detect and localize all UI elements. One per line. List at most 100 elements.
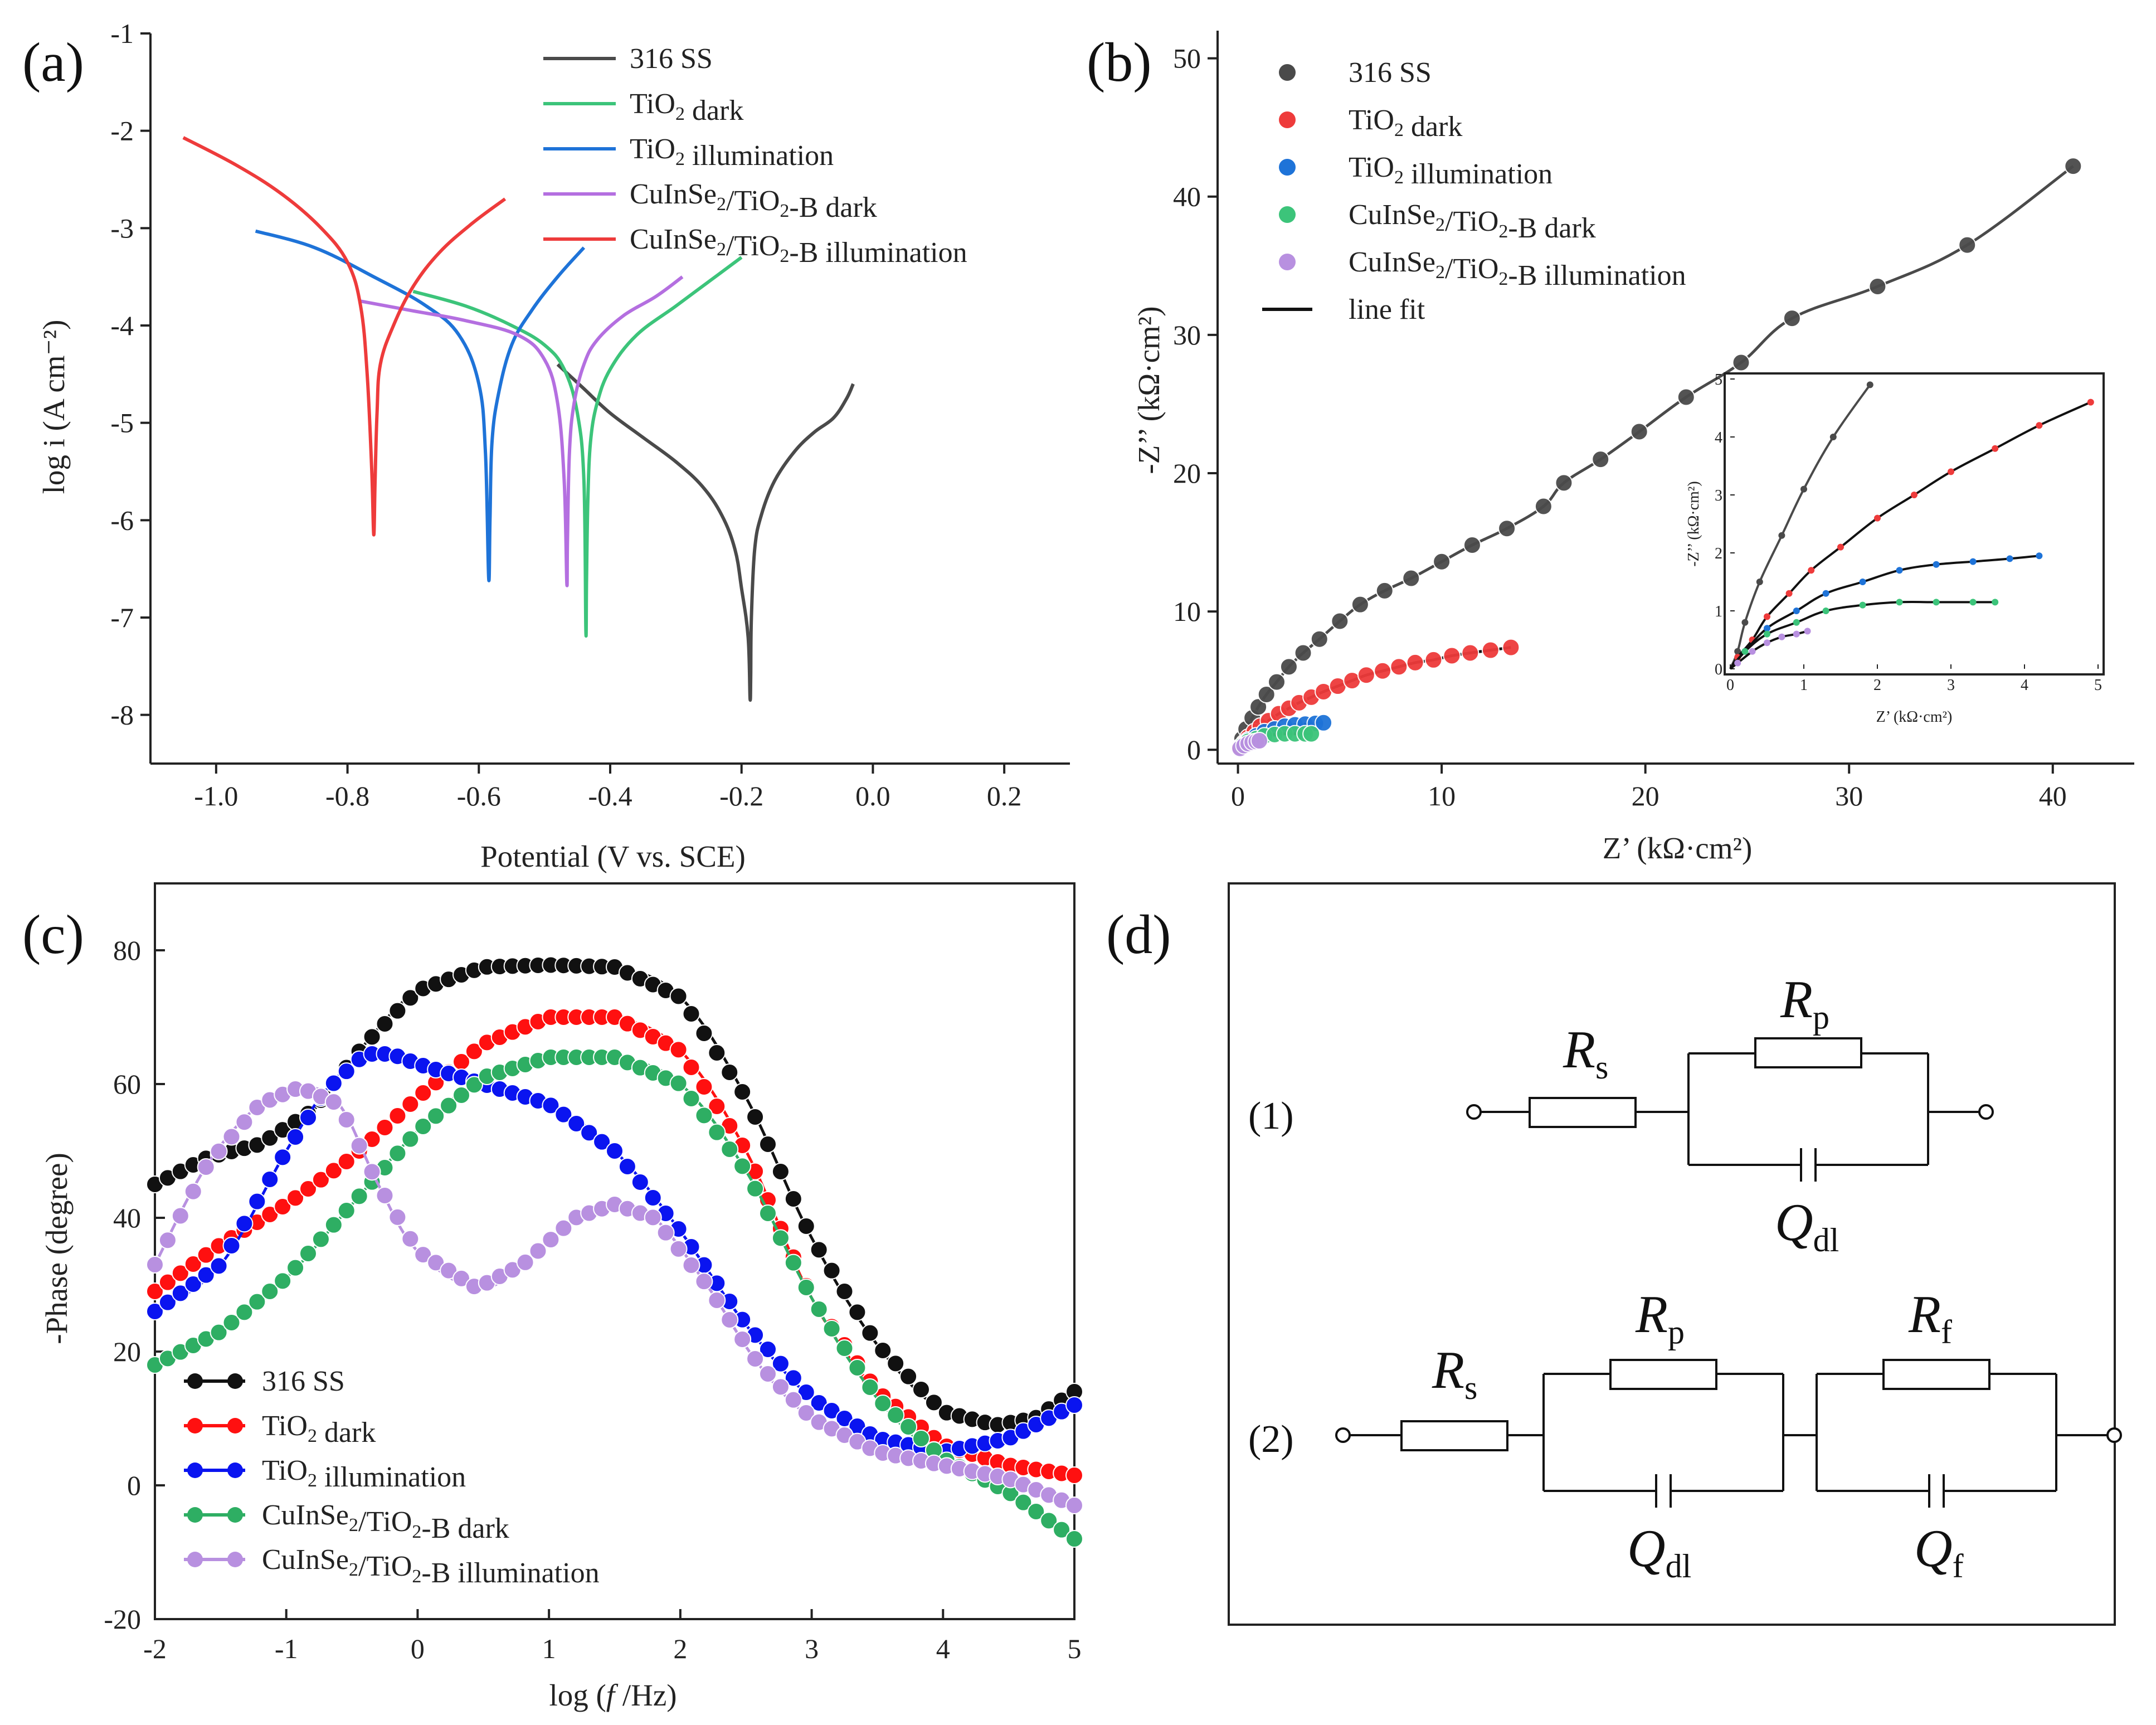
c-marker-cuinse-tio-b-dark <box>465 1076 483 1094</box>
b-inset-point-cuinse-tio-b-illumination <box>1778 633 1785 640</box>
b-inset-y-tick-label: 3 <box>1715 487 1722 504</box>
c-marker-cuinse-tio-b-dark <box>312 1230 330 1248</box>
c-marker-cuinse-tio-b-illumination <box>376 1187 394 1204</box>
b-inset-point-tio-dark <box>1874 514 1881 522</box>
a-legend-label-316-ss: 316 SS <box>630 43 713 75</box>
c-marker-cuinse-tio-b-illumination <box>350 1136 368 1155</box>
c-marker-tio-dark <box>171 1264 189 1282</box>
b-point-316-ss <box>1375 581 1394 600</box>
a-legend-label-tio-illumination: TiO2 illumination <box>630 133 834 172</box>
c-marker-cuinse-tio-b-illumination <box>388 1208 407 1226</box>
b-inset-y-title: -Z’’ (kΩ·cm²) <box>1685 481 1702 566</box>
a-series-tio-illumination <box>255 229 586 582</box>
c-marker-tio-illumination <box>580 1124 598 1142</box>
c-marker-tio-dark <box>158 1273 177 1291</box>
b-inset-point-cuinse-tio-b-dark <box>1764 630 1770 638</box>
c-legend-label-cuinse-tio-b-illumination: CuInSe2/TiO2-B illumination <box>262 1544 600 1589</box>
c-legend-marker-right-316-ss <box>227 1373 243 1389</box>
a-y-tick-label: -2 <box>110 115 134 147</box>
c-marker-cuinse-tio-b-dark <box>324 1216 343 1234</box>
b-legend-marker-316-ss <box>1279 64 1296 81</box>
c-marker-cuinse-tio-b-illumination <box>656 1223 675 1242</box>
c-marker-316-ss <box>746 1108 765 1126</box>
b-point-316-ss <box>1630 422 1648 441</box>
b-inset-point-316-ss <box>1778 532 1785 539</box>
c-marker-tio-illumination <box>759 1340 777 1358</box>
b-point-316-ss <box>1433 552 1451 571</box>
b-point-316-ss <box>1732 353 1750 372</box>
a-x-tick-label: -0.8 <box>325 780 369 812</box>
c-marker-316-ss <box>759 1135 777 1153</box>
c-marker-cuinse-tio-b-illumination <box>542 1231 560 1249</box>
c-legend: 316 SS TiO2 dark TiO2 illumination CuInSe2/… <box>184 1366 600 1589</box>
c-marker-cuinse-tio-b-dark <box>222 1314 241 1332</box>
b-inset-point-tio-illumination <box>2036 552 2043 560</box>
b-inset-point-tio-dark <box>1785 590 1793 597</box>
c-marker-cuinse-tio-b-illumination <box>644 1208 662 1227</box>
c2-rp-resistor <box>1609 1359 1717 1390</box>
c-marker-tio-illumination <box>184 1275 202 1293</box>
b-inset-frame <box>1724 372 2105 676</box>
c-legend-label-tio-illumination: TiO2 illumination <box>262 1455 466 1493</box>
c2-rf-resistor <box>1882 1359 1990 1390</box>
b-point-316-ss <box>1534 497 1552 516</box>
c-marker-316-ss <box>899 1367 918 1386</box>
c-marker-tio-illumination <box>810 1394 828 1412</box>
c-series-group <box>146 956 1083 1548</box>
c-marker-cuinse-tio-b-illumination <box>222 1128 241 1146</box>
c-marker-cuinse-tio-b-illumination <box>733 1330 752 1348</box>
b-inset-series <box>1729 381 2094 670</box>
b-point-316-ss <box>1257 685 1276 703</box>
b-inset-point-cuinse-tio-b-dark <box>1933 599 1940 606</box>
b-inset-point-316-ss <box>1829 434 1837 440</box>
c-marker-316-ss <box>797 1217 815 1235</box>
c-marker-tio-dark <box>465 1042 483 1061</box>
b-y-tick-label: 20 <box>1173 458 1201 489</box>
circuit-1 <box>1466 1037 1994 1182</box>
c-marker-cuinse-tio-b-illumination <box>363 1163 381 1181</box>
c-marker-tio-dark <box>299 1180 317 1198</box>
b-point-316-ss <box>1402 569 1420 587</box>
b-inset-x-tick-label: 2 <box>1873 677 1881 694</box>
b-x-axis-title: Z’ (kΩ·cm²) <box>1603 831 1753 865</box>
a-y-tick-label: -5 <box>110 407 134 439</box>
b-inset-point-cuinse-tio-b-dark <box>1859 601 1866 609</box>
b-inset-point-cuinse-tio-b-dark <box>1822 608 1829 614</box>
c-marker-cuinse-tio-b-dark <box>771 1229 790 1247</box>
c-marker-tio-illumination <box>248 1192 266 1211</box>
c-marker-cuinse-tio-b-dark <box>797 1279 815 1296</box>
b-inset-chart: 0 1 2 3 4 5 0 1 2 3 4 5 Z’ (kΩ·cm²) -Z’’ (kΩ·cm²) <box>1685 371 2105 726</box>
c-legend-marker-left-cuinse-tio-b-dark <box>187 1507 203 1523</box>
c-marker-cuinse-tio-b-dark <box>337 1202 356 1219</box>
c-legend-marker-right-tio-illumination <box>227 1462 243 1478</box>
a-legend: 316 SS TiO2 dark TiO2 illumination CuInSe2/… <box>543 43 967 269</box>
c-marker-tio-illumination <box>618 1158 636 1175</box>
c-marker-cuinse-tio-b-dark <box>286 1258 305 1277</box>
c-marker-tio-dark <box>388 1107 407 1125</box>
a-y-tick-label: -6 <box>110 504 134 536</box>
c1-rp-label: Rp <box>1780 970 1829 1036</box>
c-marker-cuinse-tio-b-dark <box>1053 1520 1071 1539</box>
c-marker-cuinse-tio-b-illumination <box>235 1113 254 1131</box>
c-marker-cuinse-tio-b-illumination <box>797 1404 815 1422</box>
a-x-tick-label: 0.0 <box>855 780 890 812</box>
c-marker-tio-illumination <box>235 1214 254 1233</box>
b-point-tio-dark <box>1406 653 1424 672</box>
c-marker-cuinse-tio-b-dark <box>835 1339 854 1357</box>
c-marker-316-ss <box>810 1241 828 1259</box>
c-marker-tio-dark <box>274 1198 292 1216</box>
b-point-316-ss <box>1463 536 1481 554</box>
b-inset-point-tio-illumination <box>1896 567 1903 574</box>
c-marker-cuinse-tio-b-illumination <box>721 1311 739 1329</box>
c-y-tick-label: 40 <box>113 1202 141 1233</box>
c-marker-cuinse-tio-b-illumination <box>158 1231 177 1250</box>
c-marker-tio-dark <box>682 1058 700 1076</box>
c-marker-tio-illumination <box>324 1074 343 1092</box>
c-marker-cuinse-tio-b-illumination <box>746 1350 765 1368</box>
b-legend-marker-tio-illumination <box>1279 159 1296 176</box>
c-marker-tio-illumination <box>631 1173 649 1191</box>
b-point-316-ss <box>1268 673 1286 691</box>
c-marker-cuinse-tio-b-illumination <box>771 1378 790 1396</box>
c-marker-tio-illumination <box>222 1237 241 1255</box>
b-point-316-ss <box>1294 644 1312 662</box>
